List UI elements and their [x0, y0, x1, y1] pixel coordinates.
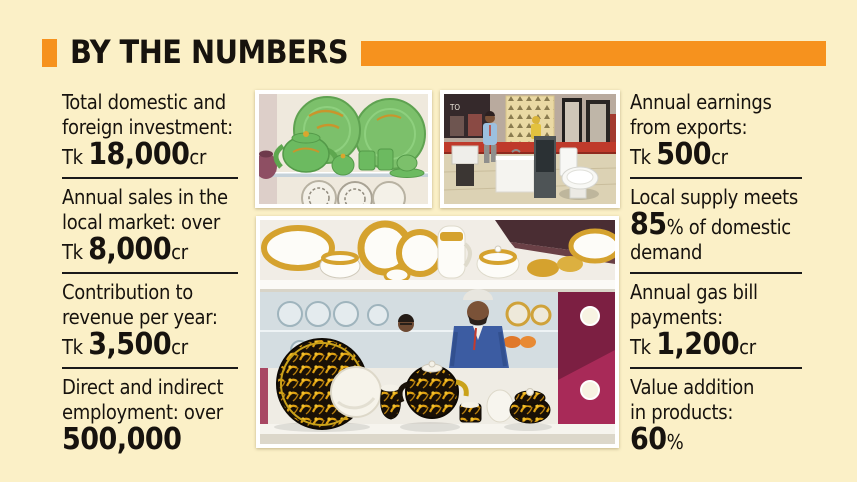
stat-label: Tk	[62, 335, 89, 359]
stat-label: Annual earnings	[630, 90, 772, 114]
stat-text-line: 500,000	[62, 425, 250, 455]
booth-sign-text: TO	[449, 103, 460, 112]
stat-label: revenue per year:	[62, 305, 218, 329]
stat-divider	[62, 272, 238, 274]
stat-text-line: Annual gas bill	[630, 280, 812, 305]
stat-text-line: Value addition	[630, 375, 812, 400]
stat-item: Local supply meets 85% of domestic demand	[630, 185, 812, 265]
stat-label: Contribution to	[62, 280, 193, 304]
stat-divider	[62, 177, 238, 179]
header-accent-square	[42, 39, 57, 67]
header: BY THE NUMBERS	[42, 33, 826, 71]
stat-divider	[630, 367, 802, 369]
stat-item: Direct and indirect employment: over 500,0…	[62, 375, 250, 455]
stat-value: 18,000	[88, 137, 190, 172]
stat-value: 500,000	[62, 422, 182, 457]
stat-text-line: 60%	[630, 425, 812, 455]
stat-divider	[62, 367, 238, 369]
stat-label: Tk	[62, 145, 89, 169]
stat-text-line: revenue per year:	[62, 305, 250, 330]
green-tableware-illustration	[259, 94, 428, 204]
stat-text-line: Local supply meets	[630, 185, 812, 210]
stat-label: local market: over	[62, 210, 220, 234]
stat-text-line: Direct and indirect	[62, 375, 250, 400]
stat-text-line: Total domestic and	[62, 90, 250, 115]
stat-label: Total domestic and	[62, 90, 226, 114]
stat-label: demand	[630, 240, 703, 264]
header-accent-bar	[361, 40, 826, 66]
showroom-illustration: TO	[444, 94, 616, 204]
stat-value: 1,200	[656, 327, 740, 362]
stat-text-line: demand	[630, 240, 812, 265]
page-title: BY THE NUMBERS	[70, 33, 349, 71]
stat-label: cr	[189, 145, 207, 169]
stat-label: in products:	[630, 400, 734, 424]
stat-label: Annual gas bill	[630, 280, 758, 304]
stat-label: Local supply meets	[630, 185, 798, 209]
stat-text-line: Contribution to	[62, 280, 250, 305]
photo-luxury-tableware	[256, 216, 619, 448]
stat-label: %	[666, 430, 684, 454]
stat-label: Annual sales in the	[62, 185, 228, 209]
stat-label: employment: over	[62, 400, 223, 424]
stat-value: 3,500	[88, 327, 172, 362]
stat-value: 500	[656, 137, 712, 172]
stat-value: 85	[630, 207, 667, 242]
stat-value: 60	[630, 422, 667, 457]
stat-label: Tk	[630, 335, 657, 359]
stat-item: Contribution to revenue per year: Tk 3,500…	[62, 280, 250, 360]
stat-text-line: from exports:	[630, 115, 812, 140]
stats-column-right: Annual earnings from exports: Tk 500cr Loca…	[630, 90, 812, 455]
stat-text-line: Tk 8,000cr	[62, 235, 250, 265]
stat-text-line: local market: over	[62, 210, 250, 235]
stat-item: Annual gas bill payments: Tk 1,200cr	[630, 280, 812, 360]
stat-divider	[630, 177, 802, 179]
stat-divider	[630, 272, 802, 274]
stat-text-line: foreign investment:	[62, 115, 250, 140]
stat-label: foreign investment:	[62, 115, 233, 139]
stat-text-line: Annual earnings	[630, 90, 812, 115]
luxury-tableware-illustration	[260, 220, 615, 444]
stat-label: from exports:	[630, 115, 748, 139]
stat-label: payments:	[630, 305, 723, 329]
stat-text-line: payments:	[630, 305, 812, 330]
stat-text-line: in products:	[630, 400, 812, 425]
stat-item: Annual sales in the local market: over Tk …	[62, 185, 250, 265]
stat-text-line: employment: over	[62, 400, 250, 425]
stat-text-line: Tk 1,200cr	[630, 330, 812, 360]
stat-label: cr	[739, 335, 756, 359]
stat-text-line: Tk 3,500cr	[62, 330, 250, 360]
stats-column-left: Total domestic and foreign investment: Tk …	[62, 90, 250, 455]
stat-text-line: Tk 500cr	[630, 140, 812, 170]
stat-label: cr	[171, 240, 188, 264]
stat-label: cr	[711, 145, 728, 169]
stat-text-line: Annual sales in the	[62, 185, 250, 210]
stat-label: cr	[171, 335, 188, 359]
stat-label: Tk	[630, 145, 657, 169]
stat-item: Annual earnings from exports: Tk 500cr	[630, 90, 812, 170]
stat-item: Value addition in products: 60%	[630, 375, 812, 455]
stat-label: % of domestic	[666, 215, 792, 239]
photo-showroom: TO	[440, 90, 620, 208]
stat-text-line: Tk 18,000cr	[62, 140, 250, 170]
stat-label: Tk	[62, 240, 89, 264]
stat-text-line: 85% of domestic	[630, 210, 812, 240]
stat-label: Direct and indirect	[62, 375, 224, 399]
stat-item: Total domestic and foreign investment: Tk …	[62, 90, 250, 170]
stat-value: 8,000	[88, 232, 172, 267]
photo-green-tableware	[255, 90, 432, 208]
stat-label: Value addition	[630, 375, 755, 399]
